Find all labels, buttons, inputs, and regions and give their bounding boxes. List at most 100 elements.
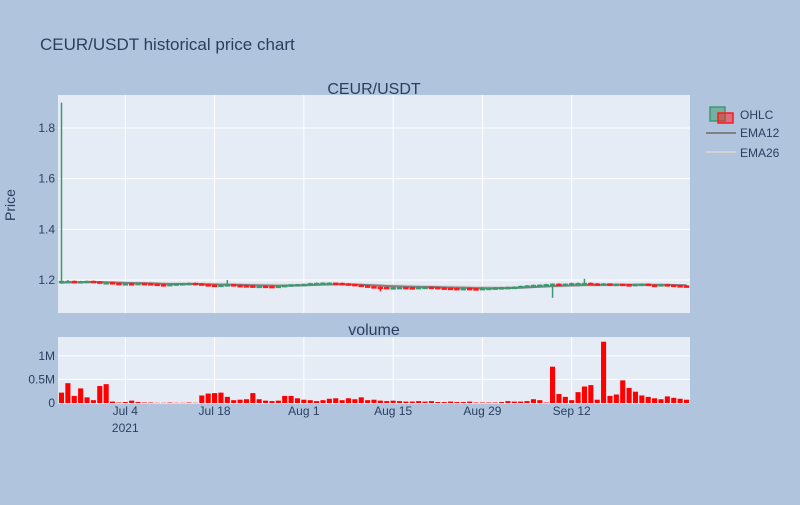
candle — [244, 285, 248, 287]
candle-body — [512, 287, 516, 289]
candle — [601, 283, 605, 285]
volume-bar — [454, 402, 459, 403]
candle — [487, 287, 491, 289]
volume-bar — [129, 401, 134, 403]
candle — [110, 282, 114, 284]
candle — [372, 286, 376, 288]
candle — [180, 283, 184, 285]
volume-plot-area — [58, 337, 690, 403]
candle-body — [219, 285, 223, 287]
candle — [391, 287, 395, 289]
x-tick-label: Aug 1 — [288, 404, 320, 418]
candle-body — [270, 286, 274, 288]
price-y-tick-label: 1.4 — [38, 222, 55, 236]
volume-bar — [499, 402, 504, 403]
volume-bar — [110, 402, 115, 403]
candle — [282, 285, 286, 287]
volume-bar — [352, 399, 357, 403]
volume-bar — [582, 387, 587, 404]
volume-bar — [78, 388, 83, 403]
candle — [416, 287, 420, 289]
volume-bar — [269, 401, 274, 403]
candle-body — [129, 284, 133, 286]
candle — [480, 288, 484, 290]
candle-body — [231, 285, 235, 287]
candle — [91, 281, 95, 283]
volume-bar — [671, 398, 676, 403]
volume-bar — [206, 394, 211, 403]
candle-body — [557, 284, 561, 286]
x-tick-label: Aug 29 — [463, 404, 501, 418]
legend[interactable]: OHLC EMA12 EMA26 — [706, 107, 780, 160]
candle — [531, 285, 535, 287]
candle-body — [193, 283, 197, 285]
candle-body — [397, 287, 401, 289]
candle — [499, 287, 503, 289]
candle-body — [238, 285, 242, 287]
candle-body — [346, 284, 350, 286]
volume-bar — [65, 383, 70, 403]
candle-body — [295, 285, 299, 287]
candle-body — [359, 285, 363, 287]
candle-body — [117, 283, 121, 285]
candle — [538, 284, 542, 286]
candle — [85, 281, 89, 283]
candle-body — [640, 284, 644, 286]
candle-body — [149, 284, 153, 286]
candle — [608, 283, 612, 285]
candle — [557, 283, 561, 285]
candle-body — [391, 288, 395, 290]
volume-bar — [218, 393, 223, 403]
candle — [633, 284, 637, 286]
volume-subplot-title: volume — [348, 322, 400, 339]
volume-bar — [371, 400, 376, 403]
candle — [652, 284, 656, 286]
candle — [614, 283, 618, 285]
volume-bar — [314, 401, 319, 403]
volume-bar — [550, 367, 555, 403]
volume-bar — [588, 385, 593, 403]
candle — [455, 288, 459, 290]
candle-body — [136, 283, 140, 285]
candle-body — [684, 286, 688, 288]
volume-bar — [658, 399, 663, 403]
candle — [436, 287, 440, 289]
candle-body — [123, 284, 127, 286]
candle-body — [442, 288, 446, 290]
candle-body — [59, 281, 63, 283]
candle — [493, 287, 497, 289]
candle-body — [308, 284, 312, 286]
candle-body — [467, 288, 471, 290]
candle-body — [487, 288, 491, 290]
legend-ema12-label: EMA12 — [740, 126, 780, 140]
candle — [78, 281, 82, 283]
x-tick-label: 2021 — [112, 421, 139, 435]
volume-y-tick-label: 0 — [48, 396, 55, 410]
candle — [627, 284, 631, 286]
volume-bar — [250, 393, 255, 403]
candle — [410, 287, 414, 289]
volume-bar — [244, 399, 249, 403]
volume-bar — [410, 402, 415, 403]
legend-item-ohlc[interactable]: OHLC — [710, 107, 774, 123]
candle — [136, 283, 140, 285]
candle-body — [614, 284, 618, 286]
volume-bar — [359, 397, 364, 403]
candle-body — [98, 282, 102, 284]
candle — [640, 283, 644, 285]
legend-item-ema26[interactable]: EMA26 — [706, 146, 780, 160]
candle-body — [474, 289, 478, 291]
legend-item-ema12[interactable]: EMA12 — [706, 126, 780, 140]
candle — [257, 285, 261, 287]
volume-bar — [282, 396, 287, 403]
candle — [404, 287, 408, 289]
candle-body — [461, 288, 465, 290]
volume-bar — [384, 401, 389, 403]
candle — [168, 284, 172, 286]
candle-body — [142, 283, 146, 285]
candle — [327, 282, 331, 284]
candle-body — [200, 284, 204, 286]
candle-body — [85, 281, 89, 283]
